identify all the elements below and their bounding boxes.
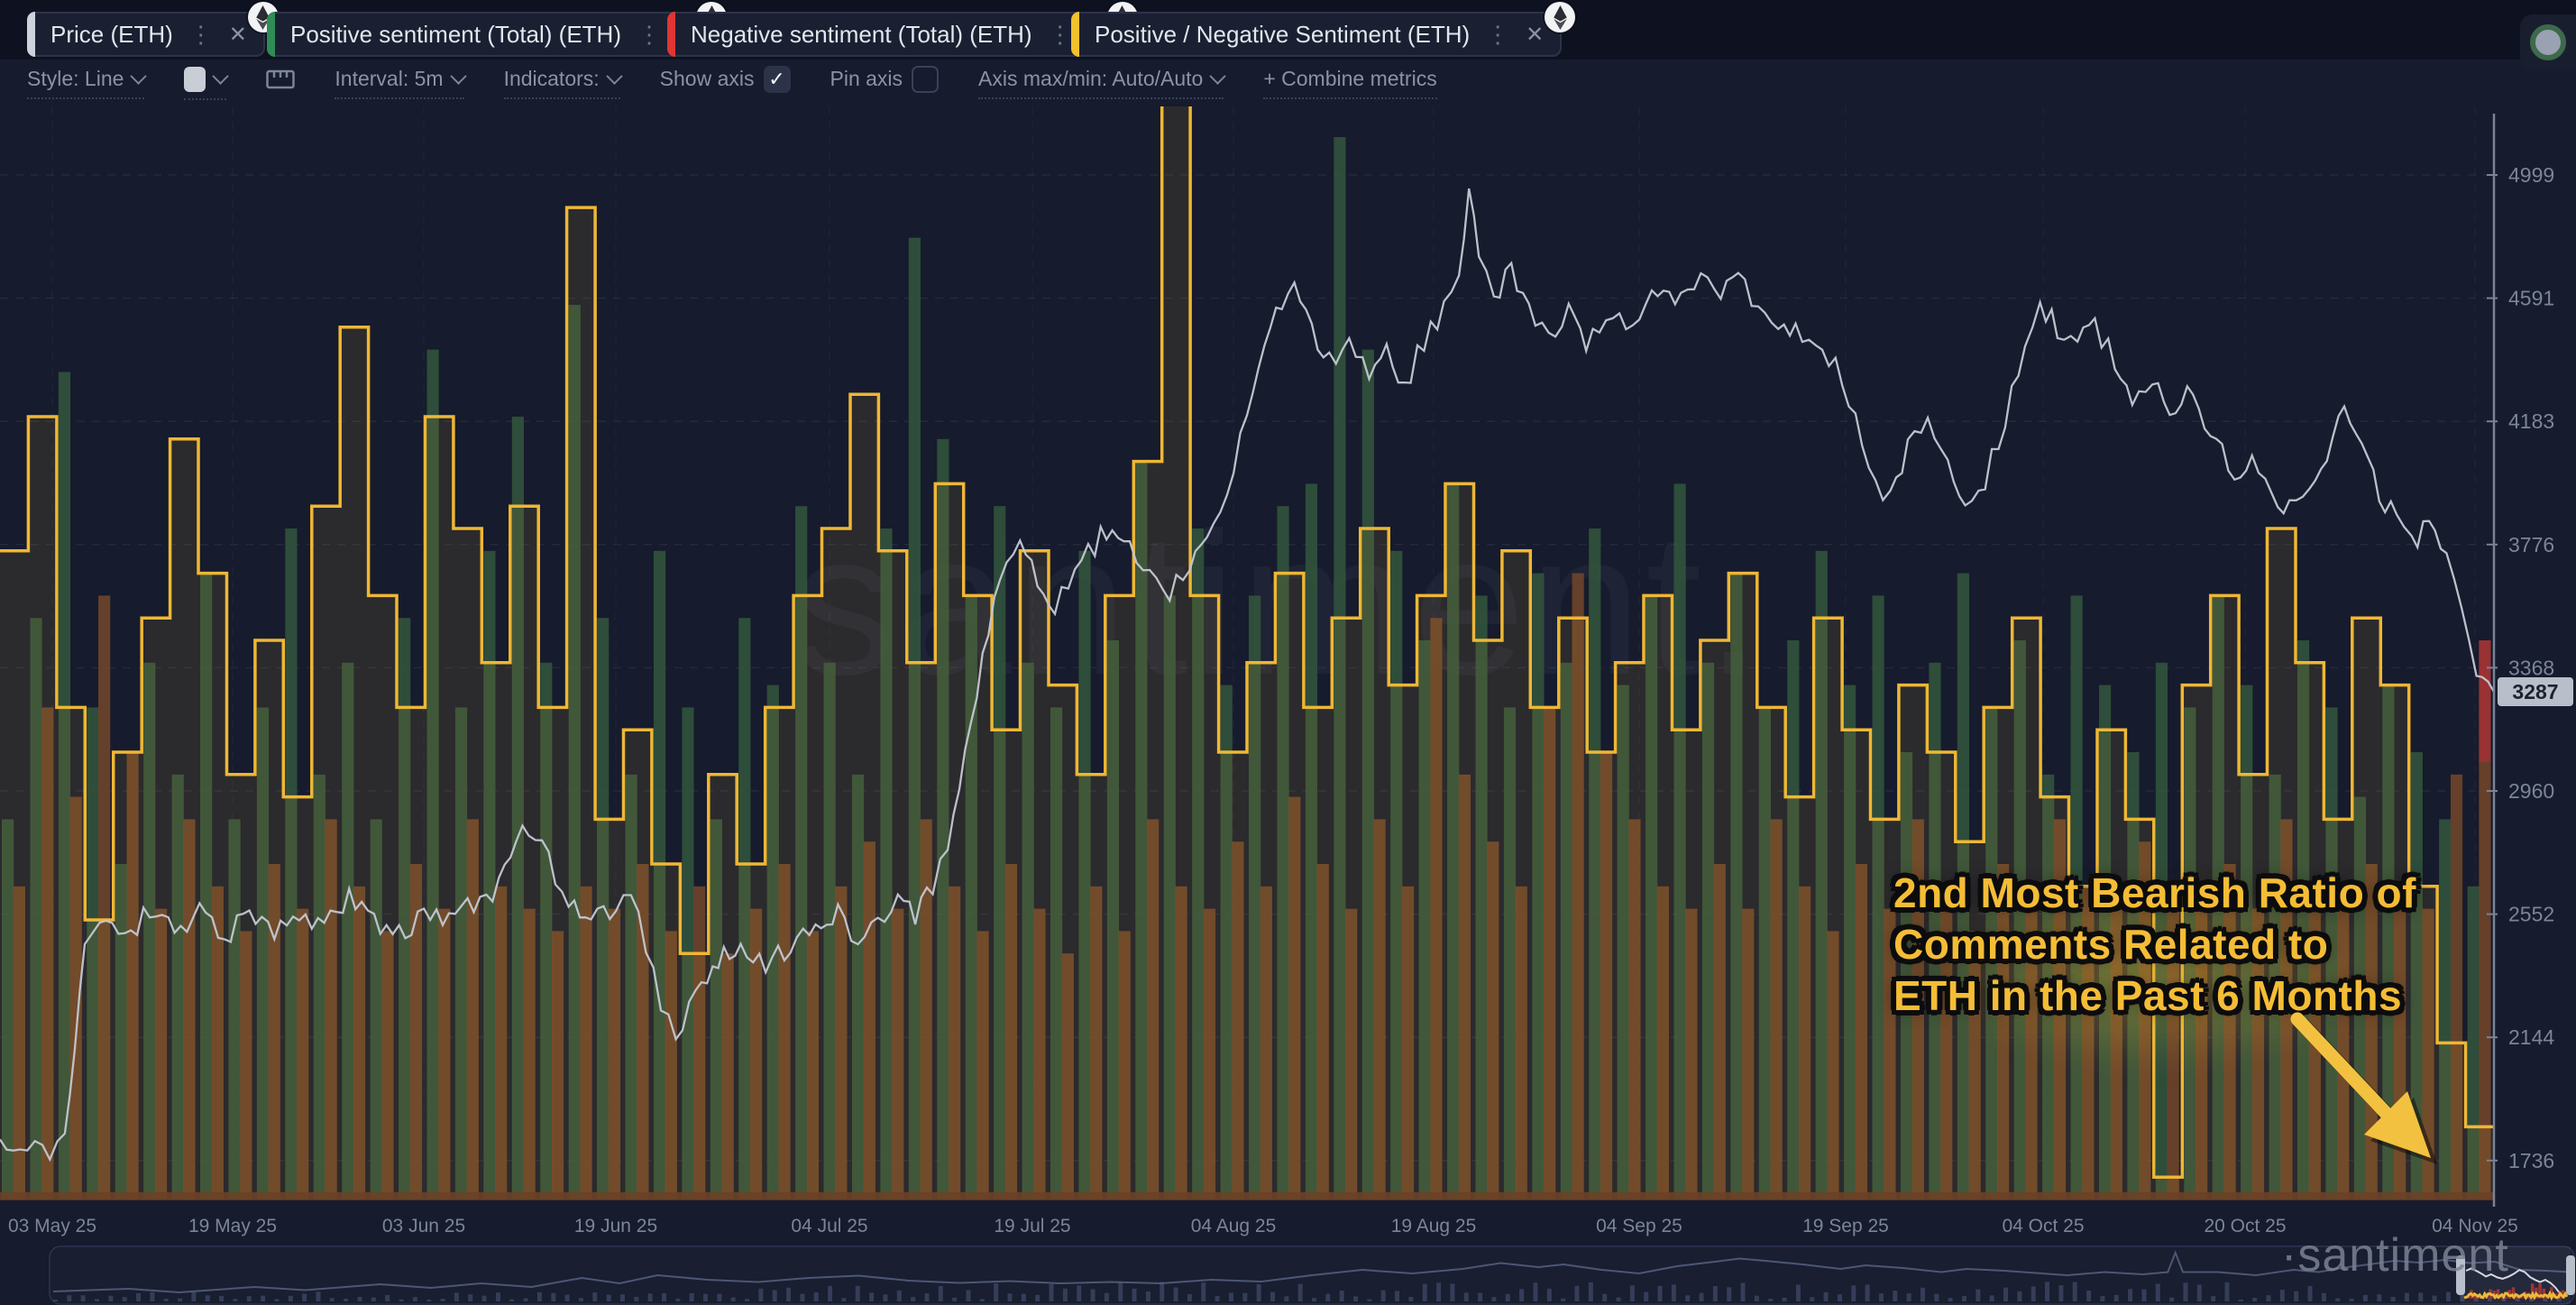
tab-close-icon[interactable]: ✕ xyxy=(228,22,247,47)
tab-menu-icon[interactable]: ⋮ xyxy=(1486,20,1510,48)
tab-label: Positive / Negative Sentiment (ETH) xyxy=(1095,20,1471,48)
color-swatch-dropdown[interactable] xyxy=(184,66,230,100)
svg-text:19 Jun 25: 19 Jun 25 xyxy=(574,1216,657,1236)
current-price-badge: 3287 xyxy=(2498,677,2573,706)
pin-axis-toggle[interactable]: Pin axis xyxy=(830,65,940,101)
svg-text:19 Sep 25: 19 Sep 25 xyxy=(1802,1216,1889,1236)
chart-bounds-button[interactable] xyxy=(266,68,296,99)
color-swatch xyxy=(184,66,206,92)
svg-text:1736: 1736 xyxy=(2508,1149,2554,1172)
combine-metrics-button[interactable]: + Combine metrics xyxy=(1263,67,1437,99)
svg-text:2960: 2960 xyxy=(2508,779,2554,803)
tab-label: Positive sentiment (Total) (ETH) xyxy=(290,20,621,48)
tab-menu-icon[interactable]: ⋮ xyxy=(637,20,661,48)
tab-label: Negative sentiment (Total) (ETH) xyxy=(691,20,1032,48)
ruler-icon xyxy=(266,69,296,88)
svg-text:04 Oct 25: 04 Oct 25 xyxy=(2002,1216,2084,1236)
annotation-glow xyxy=(1839,839,2471,1109)
tab-close-icon[interactable]: ✕ xyxy=(1526,22,1545,47)
chevron-down-icon xyxy=(449,68,467,85)
combine-metrics-label: + Combine metrics xyxy=(1263,67,1437,90)
axis-maxmin-dropdown[interactable]: Axis max/min: Auto/Auto xyxy=(978,67,1227,99)
svg-text:3776: 3776 xyxy=(2508,533,2554,556)
checkbox-checked-icon[interactable]: ✓ xyxy=(763,65,791,93)
eth-logo-icon xyxy=(1545,2,1576,32)
svg-text:4591: 4591 xyxy=(2508,287,2554,310)
svg-text:04 Sep 25: 04 Sep 25 xyxy=(1596,1216,1682,1236)
svg-text:20 Oct 25: 20 Oct 25 xyxy=(2204,1216,2286,1236)
show-axis-label: Show axis xyxy=(659,67,755,90)
annotation-line: 2nd Most Bearish Ratio of xyxy=(1893,869,2416,916)
svg-text:04 Jul 25: 04 Jul 25 xyxy=(791,1216,867,1236)
tab-positive-sentiment[interactable]: Positive sentiment (Total) (ETH) ⋮ ✕ xyxy=(267,2,728,57)
tab-label: Price (ETH) xyxy=(50,20,173,48)
annotation-line: ETH in the Past 6 Months xyxy=(1893,972,2403,1019)
style-dropdown[interactable]: Style: Line xyxy=(27,67,148,99)
account-avatar-button[interactable] xyxy=(2520,14,2576,70)
svg-text:2144: 2144 xyxy=(2508,1025,2554,1049)
tab-menu-icon[interactable]: ⋮ xyxy=(188,20,213,48)
chevron-down-icon xyxy=(1209,68,1227,85)
svg-text:03 Jun 25: 03 Jun 25 xyxy=(382,1216,465,1236)
annotation-text: 2nd Most Bearish Ratio of Comments Relat… xyxy=(1893,868,2416,1022)
chart-toolbar: Style: Line Interval: 5m Indicators: Sho… xyxy=(0,60,2576,106)
interval-label: Interval: 5m xyxy=(335,67,444,90)
svg-text:19 Jul 25: 19 Jul 25 xyxy=(994,1216,1070,1236)
checkbox-unchecked-icon[interactable] xyxy=(912,65,940,93)
svg-text:2552: 2552 xyxy=(2508,903,2554,926)
tab-pos-neg-ratio[interactable]: Positive / Negative Sentiment (ETH) ⋮ ✕ xyxy=(1071,2,1576,57)
tab-price-eth[interactable]: Price (ETH) ⋮ ✕ xyxy=(27,2,279,57)
svg-text:19 Aug 25: 19 Aug 25 xyxy=(1391,1216,1477,1236)
show-axis-toggle[interactable]: Show axis ✓ xyxy=(659,65,791,101)
svg-text:4999: 4999 xyxy=(2508,163,2554,187)
indicators-label: Indicators: xyxy=(503,67,600,90)
annotation-line: Comments Related to xyxy=(1893,921,2329,968)
svg-text:04 Nov 25: 04 Nov 25 xyxy=(2432,1216,2518,1236)
svg-text:03 May 25: 03 May 25 xyxy=(8,1216,96,1236)
pin-axis-label: Pin axis xyxy=(830,67,903,90)
chevron-down-icon xyxy=(605,68,623,85)
style-label: Style: Line xyxy=(27,67,124,90)
avatar-icon xyxy=(2530,24,2566,60)
svg-text:3368: 3368 xyxy=(2508,656,2554,679)
svg-text:04 Aug 25: 04 Aug 25 xyxy=(1191,1216,1277,1236)
tab-menu-icon[interactable]: ⋮ xyxy=(1048,20,1072,48)
svg-text:4183: 4183 xyxy=(2508,409,2554,433)
svg-text:19 May 25: 19 May 25 xyxy=(188,1216,277,1236)
santiment-logo: ·santiment xyxy=(2281,1229,2509,1282)
chevron-down-icon xyxy=(130,68,148,85)
chevron-down-icon xyxy=(212,68,230,85)
indicators-dropdown[interactable]: Indicators: xyxy=(503,67,623,99)
interval-dropdown[interactable]: Interval: 5m xyxy=(335,67,467,99)
metric-tab-bar: Price (ETH) ⋮ ✕ Positive sentiment (Tota… xyxy=(0,0,2576,60)
axis-maxmin-label: Axis max/min: Auto/Auto xyxy=(978,67,1204,90)
tab-negative-sentiment[interactable]: Negative sentiment (Total) (ETH) ⋮ ✕ xyxy=(667,2,1138,57)
